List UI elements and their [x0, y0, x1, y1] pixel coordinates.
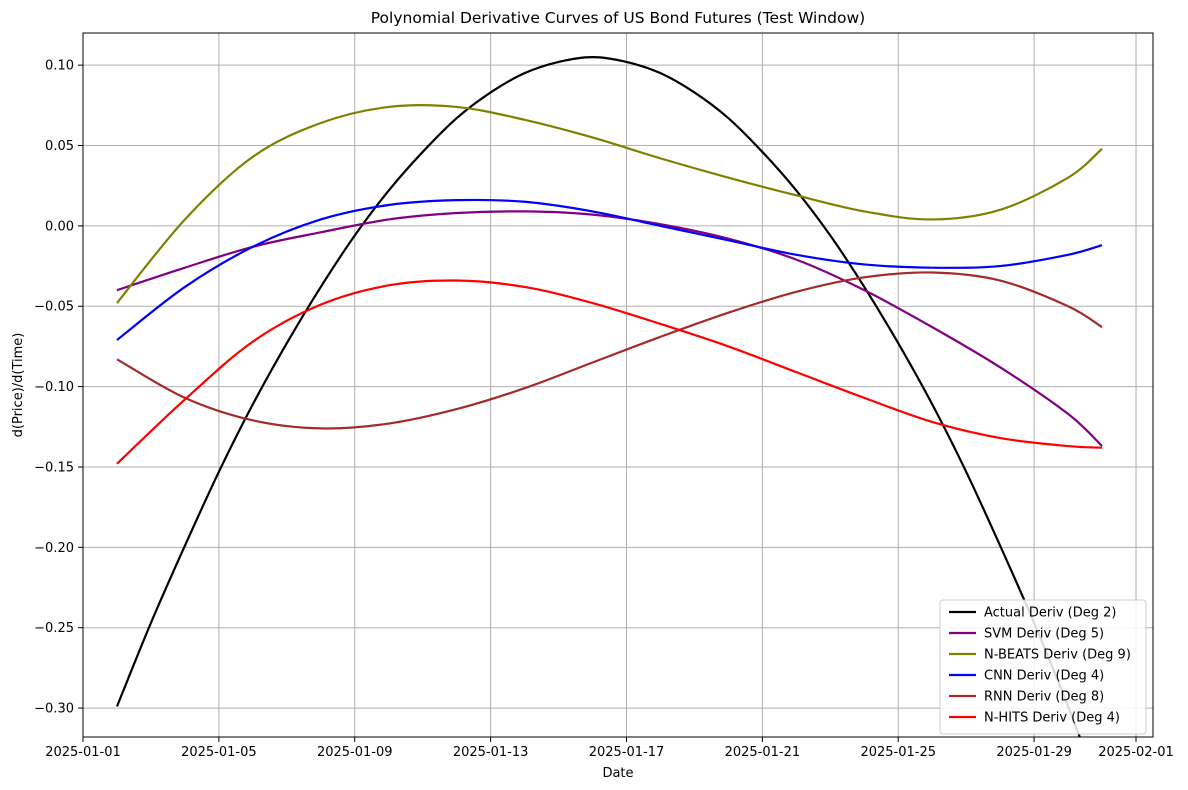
legend-label: RNN Deriv (Deg 8) — [984, 690, 1104, 705]
y-tick-label: 0.00 — [45, 219, 74, 234]
series-line-actual-deriv-deg-2 — [115, 56, 1081, 737]
y-tick-label: −0.30 — [34, 702, 74, 717]
axis-ticks: 2025-01-01 2025-01-05 2025-01-09 2025-01-13… — [34, 59, 1174, 760]
y-tick-label: 0.10 — [45, 59, 74, 74]
y-tick-label: −0.10 — [34, 380, 74, 395]
legend: Actual Deriv (Deg 2) SVM Deriv (Deg 5) N-B… — [939, 599, 1147, 735]
series-line-n-beats-deriv-deg-9 — [116, 104, 1103, 304]
y-axis-label: d(Price)/d(Time) — [11, 333, 26, 438]
x-tick-label: 2025-01-25 — [860, 745, 936, 760]
y-tick-label: −0.25 — [34, 621, 74, 636]
x-tick-label: 2025-01-17 — [589, 745, 665, 760]
x-tick-label: 2025-01-29 — [996, 745, 1072, 760]
x-axis-label: Date — [602, 766, 633, 781]
series-lines — [115, 56, 1103, 737]
legend-label: N-BEATS Deriv (Deg 9) — [984, 648, 1131, 663]
y-tick-label: −0.05 — [34, 300, 74, 315]
x-tick-label: 2025-01-13 — [453, 745, 529, 760]
legend-label: CNN Deriv (Deg 4) — [984, 669, 1104, 684]
plot-frame — [82, 32, 1154, 738]
y-tick-label: −0.15 — [34, 460, 74, 475]
x-tick-label: 2025-01-09 — [317, 745, 393, 760]
legend-label: N-HITS Deriv (Deg 4) — [984, 711, 1120, 726]
legend-label: SVM Deriv (Deg 5) — [984, 627, 1104, 642]
series-line-n-hits-deriv-deg-4 — [116, 279, 1103, 465]
legend-label: Actual Deriv (Deg 2) — [984, 606, 1116, 621]
y-tick-label: 0.05 — [45, 139, 74, 154]
x-tick-label: 2025-01-05 — [181, 745, 257, 760]
x-tick-label: 2025-02-01 — [1098, 745, 1174, 760]
chart-title: Polynomial Derivative Curves of US Bond … — [371, 9, 865, 27]
series-line-cnn-deriv-deg-4 — [116, 198, 1103, 341]
legend-box — [939, 599, 1147, 735]
series-line-rnn-deriv-deg-8 — [116, 271, 1103, 430]
x-tick-label: 2025-01-21 — [725, 745, 801, 760]
x-tick-label: 2025-01-01 — [45, 745, 121, 760]
y-tick-label: −0.20 — [34, 541, 74, 556]
